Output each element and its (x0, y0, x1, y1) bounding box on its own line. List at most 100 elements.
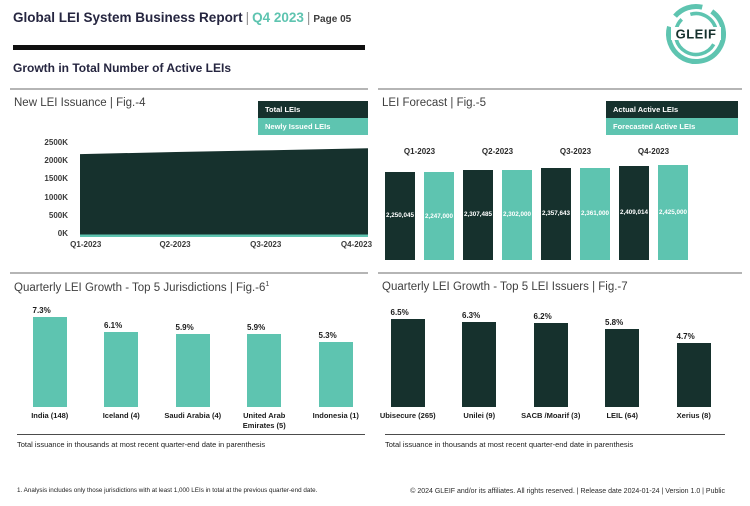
legend-item-forecasted: Forecasted Active LEIs (606, 118, 738, 135)
x-tick-label: Q3-2023 (250, 240, 282, 249)
forecast-bar-groups: Q1-2023 2,250,045 2,247,000 Q2-2023 2,307,48… (385, 147, 697, 260)
gleif-logo-text: GLEIF (676, 27, 717, 42)
forecast-bar: 2,361,000 (580, 167, 610, 260)
bar (32, 317, 67, 407)
bar-value-label: 7.3% (32, 306, 51, 315)
legend-fig4: Total LEIs Newly Issued LEIs (258, 101, 368, 135)
bar-value-label: 2,361,000 (580, 210, 609, 218)
area-total-leis (80, 148, 368, 237)
y-axis-labels: 2500K 2000K 1500K 1000K 500K 0K (10, 138, 68, 238)
forecast-bar: 2,302,000 (502, 169, 532, 260)
bar-area: 4.7% (658, 315, 730, 407)
quarter-bar-pair: 2,250,045 2,247,000 (385, 162, 454, 260)
report-name: Global LEI System Business Report (13, 10, 243, 25)
bar-value-label: 2,425,000 (658, 209, 687, 216)
footnote-marker: 1 (265, 281, 270, 288)
bar (318, 341, 353, 407)
category-label: Ubisecure (265) (379, 411, 436, 420)
bar-value-label: 2,357,643 (541, 210, 570, 218)
gleif-logo: GLEIF (660, 2, 732, 71)
category-label: Unilei (9) (463, 411, 496, 420)
bar-slot: 7.3% India (148) (14, 306, 86, 431)
forecast-quarter-group: Q3-2023 2,357,643 2,361,000 (541, 147, 610, 260)
panel-top5-issuers: Quarterly LEI Growth - Top 5 LEI Issuers… (378, 272, 742, 455)
bar-value-label: 2,302,000 (502, 211, 531, 219)
bar-value-label: 6.2% (533, 312, 552, 322)
bar-area: 6.3% (444, 311, 516, 407)
separator: | (245, 10, 250, 25)
quarter-label: Q2-2023 (481, 147, 514, 156)
forecast-quarter-group: Q2-2023 2,307,485 2,302,000 (463, 147, 532, 260)
bar-area: 5.9% (157, 315, 229, 407)
forecast-bar: 2,247,000 (424, 172, 454, 260)
bar-value-label: 6.5% (390, 308, 409, 317)
quarter-bar-pair: 2,357,643 2,361,000 (541, 162, 610, 260)
bar (175, 334, 210, 407)
chart-title-fig5: LEI Forecast | Fig.-5 (382, 97, 486, 109)
quarter-bar-pair: 2,409,014 2,425,000 (619, 162, 688, 260)
bar-slot: 5.9% Saudi Arabia (4) (157, 315, 229, 431)
bar-value-label: 2,409,014 (619, 209, 648, 217)
legend-item-newly-issued: Newly Issued LEIs (258, 118, 368, 135)
forecast-bar: 2,357,643 (541, 167, 571, 260)
bar-value-label: 4.7% (676, 332, 695, 342)
area-chart-plot (80, 144, 368, 237)
header-divider-bar (13, 45, 365, 50)
report-period: Q4 2023 (252, 10, 304, 25)
quarter-label: Q4-2023 (637, 147, 670, 156)
forecast-bar: 2,409,014 (619, 165, 649, 260)
category-label: LEIL (64) (606, 411, 639, 420)
bar-slot: 6.5% Ubisecure (265) (372, 308, 444, 421)
issuer-bars: 6.5% Ubisecure (265) 6.3% Unilei (9) 6.2% SAC… (372, 308, 730, 421)
category-label: Saudi Arabia (4) (164, 411, 222, 420)
bar-value-label: 5.8% (605, 317, 624, 327)
forecast-quarter-group: Q4-2023 2,409,014 2,425,000 (619, 147, 688, 260)
panel-top5-jurisdictions: Quarterly LEI Growth - Top 5 Jurisdictio… (10, 272, 368, 455)
category-label: Xerius (8) (676, 411, 711, 420)
bar-slot: 5.8% LEIL (64) (587, 315, 659, 421)
chart-note: Total issuance in thousands at most rece… (17, 440, 266, 449)
quarter-label: Q1-2023 (403, 147, 436, 156)
bar-slot: 5.9% United Arab Emirates (5) (229, 315, 301, 431)
bar-slot: 6.1% Iceland (4) (86, 315, 158, 431)
bar-value-label: 2,250,045 (385, 212, 414, 220)
bar-area: 5.9% (229, 315, 301, 407)
forecast-bar: 2,425,000 (658, 165, 688, 260)
bar (533, 323, 568, 407)
panel-lei-forecast: LEI Forecast | Fig.-5 Actual Active LEIs… (378, 88, 742, 270)
note-divider (17, 434, 365, 435)
y-tick-label: 0K (57, 228, 68, 238)
bar-area: 5.8% (587, 315, 659, 407)
legend-item-actual: Actual Active LEIs (606, 101, 738, 118)
area-chart-svg (80, 148, 368, 237)
y-tick-label: 1500K (44, 174, 68, 184)
bar-value-label: 5.9% (247, 323, 266, 333)
x-tick-label: Q2-2023 (159, 240, 191, 249)
category-label: SACB /Moarif (3) (521, 411, 581, 420)
bar-area: 6.5% (372, 308, 444, 407)
bar-slot: 6.3% Unilei (9) (444, 311, 516, 421)
bar (104, 331, 138, 407)
bar (676, 343, 711, 407)
copyright-line: © 2024 GLEIF and/or its affiliates. All … (410, 488, 725, 495)
bar-area: 6.2% (515, 312, 587, 407)
category-label: United Arab Emirates (5) (242, 411, 286, 430)
section-title: Growth in Total Number of Active LEIs (13, 61, 232, 75)
bar-value-label: 5.9% (175, 323, 194, 333)
legend-item-total-leis: Total LEIs (258, 101, 368, 118)
page-title: Global LEI System Business Report | Q4 202… (13, 10, 351, 25)
category-label: India (148) (31, 411, 69, 420)
y-tick-label: 500K (48, 210, 68, 220)
bar-value-label: 6.3% (462, 310, 481, 320)
category-label: Indonesia (1) (312, 411, 359, 420)
x-axis-labels: Q1-2023 Q2-2023 Q3-2023 Q4-2023 (70, 240, 372, 252)
panel-new-lei-issuance: New LEI Issuance | Fig.-4 Total LEIs New… (10, 88, 372, 270)
x-tick-label: Q4-2023 (340, 240, 373, 249)
bar-slot: 4.7% Xerius (8) (658, 315, 730, 421)
y-tick-label: 1000K (44, 192, 68, 202)
page-number: Page 05 (313, 14, 352, 25)
bar (462, 321, 496, 407)
bar-area: 5.3% (300, 315, 372, 407)
bar (247, 334, 281, 407)
